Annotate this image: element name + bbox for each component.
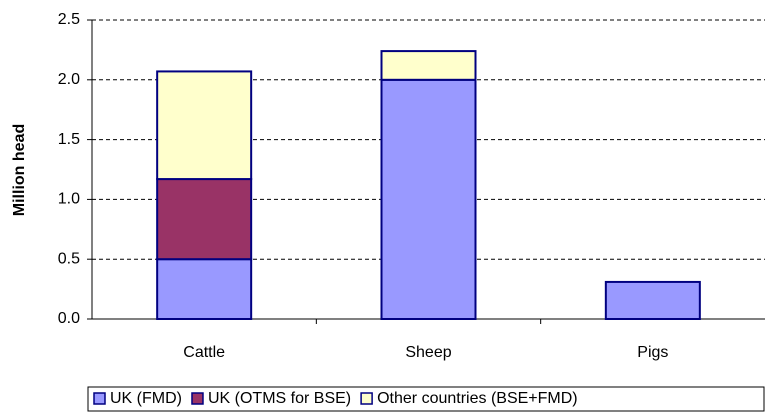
y-tick-label: 1.5	[58, 131, 80, 148]
x-tick-label: Sheep	[405, 344, 451, 361]
y-tick-label: 0.0	[58, 310, 80, 327]
y-tick-label: 1.0	[58, 191, 80, 208]
legend-swatch	[191, 392, 204, 405]
bar-segment	[156, 70, 253, 181]
legend-label: UK (FMD)	[110, 390, 182, 407]
legend-label: Other countries (BSE+FMD)	[377, 390, 578, 407]
y-tick-label: 2.5	[58, 11, 80, 28]
legend-swatch	[93, 392, 106, 405]
bar-segment	[604, 280, 701, 321]
bar-segment	[156, 258, 253, 321]
bar-segment	[156, 178, 253, 261]
y-axis-label: Million head	[11, 124, 28, 216]
bar-segment	[380, 50, 477, 81]
legend-swatch	[360, 392, 373, 405]
y-tick-label: 2.0	[58, 71, 80, 88]
x-tick-label: Cattle	[183, 344, 225, 361]
bar-segment	[380, 78, 477, 320]
legend-label: UK (OTMS for BSE)	[208, 390, 351, 407]
y-tick-label: 0.5	[58, 250, 80, 267]
x-tick-label: Pigs	[637, 344, 668, 361]
